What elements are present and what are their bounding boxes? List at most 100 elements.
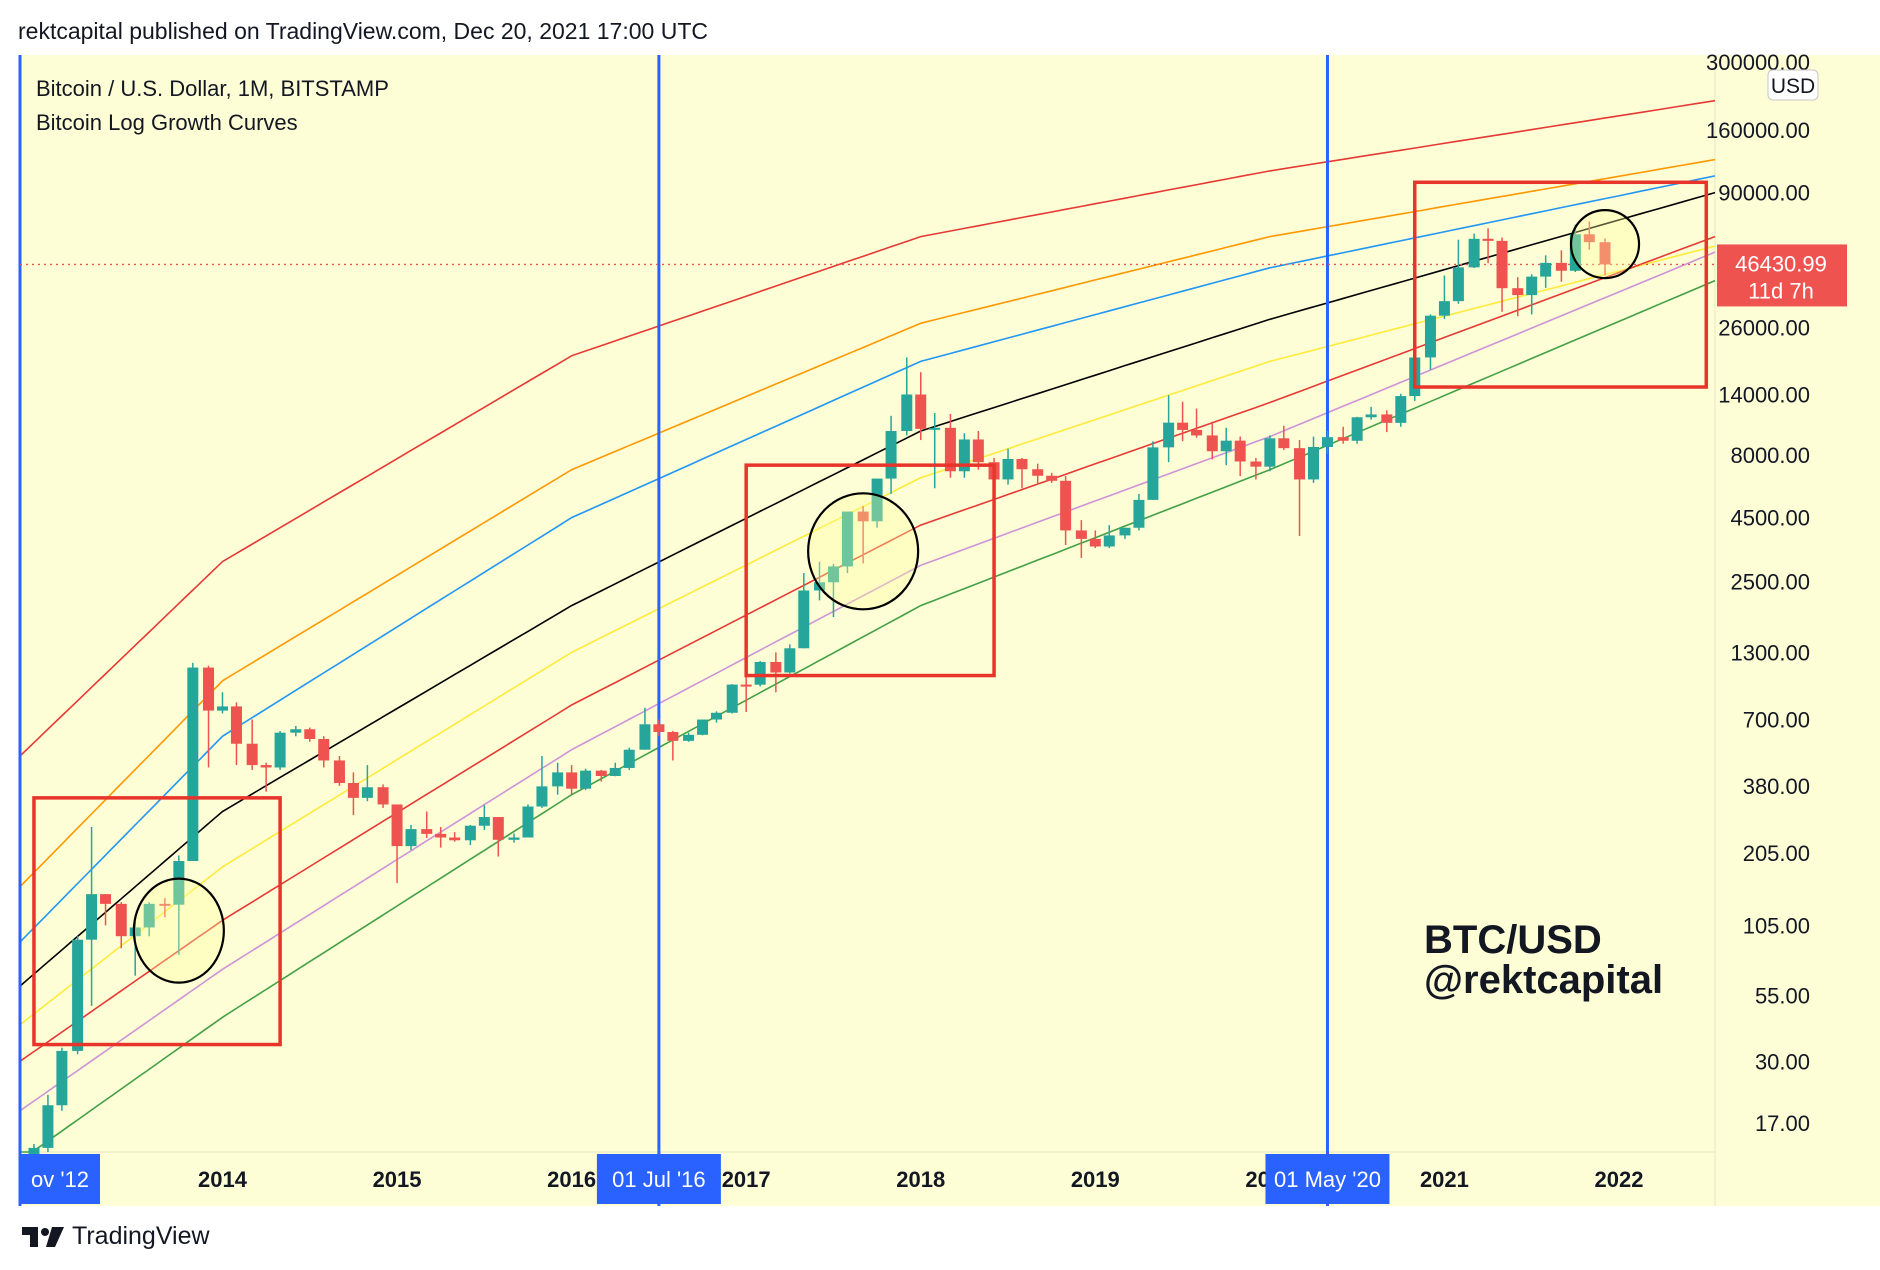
last-price-badge: 46430.99 11d 7h [1717, 244, 1847, 307]
time-marker-label: ov '12 [31, 1167, 89, 1192]
candle-body [1046, 475, 1058, 481]
price-tick-label: 160000.00 [1706, 118, 1810, 143]
candle-body [1264, 438, 1276, 467]
watermark-line1: BTC/USD [1424, 918, 1602, 962]
price-tick-label: 26000.00 [1718, 315, 1810, 340]
highlight-box-1 [32, 796, 282, 1047]
watermark-line2: @rektcapital [1424, 958, 1663, 1002]
currency-label: USD [1771, 75, 1815, 98]
candles [28, 221, 1611, 1181]
price-tick-label: 17.00 [1755, 1111, 1810, 1136]
candle-body [653, 724, 665, 732]
price-tick-label: 2500.00 [1730, 569, 1810, 594]
candle-body [1119, 527, 1131, 536]
candle-body [958, 439, 970, 472]
candle-body [972, 439, 984, 463]
candle-body [1103, 535, 1115, 547]
candle-body [42, 1105, 54, 1148]
candle-body [1337, 437, 1349, 441]
candle-body [1133, 499, 1145, 528]
legend-symbol-line: Bitcoin / U.S. Dollar, 1M, BITSTAMP [36, 76, 389, 101]
candle-body [100, 894, 112, 904]
time-marker-bg [20, 1154, 100, 1204]
candle-body [1147, 447, 1159, 500]
price-tick-label: 55.00 [1755, 984, 1810, 1009]
candle-body [1234, 440, 1246, 462]
candle-body [274, 732, 286, 768]
candle-body [1220, 440, 1232, 452]
candle-body [552, 772, 564, 787]
candle-body [304, 729, 316, 739]
candle-body [566, 772, 578, 789]
tradingview-footer[interactable]: TradingView [22, 1222, 210, 1251]
candle-body [246, 743, 258, 766]
candle-body [1075, 530, 1087, 539]
candle-body [290, 729, 302, 733]
time-tick-label: 2016 [547, 1167, 596, 1192]
candle-body [580, 770, 592, 789]
candle-body [478, 817, 490, 826]
candle-body [827, 566, 839, 583]
candle-body [1424, 315, 1436, 358]
legend-indicator-line: Bitcoin Log Growth Curves [36, 110, 298, 135]
candle-body [1308, 446, 1320, 480]
candle-body [595, 770, 607, 776]
candle-body [770, 661, 782, 673]
candle-body [754, 661, 766, 685]
candle-body [405, 829, 417, 847]
time-tick-label: 2014 [198, 1167, 248, 1192]
candle-body [333, 760, 345, 783]
time-axis-ticks[interactable]: 201420152016201720182019202020212022 [198, 1167, 1643, 1192]
candle-body [857, 511, 869, 522]
candle-body [492, 817, 504, 840]
time-marker-bg [596, 1154, 721, 1204]
candle-body [361, 787, 373, 798]
tradingview-logo-icon [22, 1225, 64, 1249]
highlight-circle-1 [132, 877, 225, 984]
candle-body [871, 478, 883, 522]
candle-body [784, 648, 796, 673]
candle-body [391, 804, 403, 847]
highlight-circles [132, 209, 1641, 984]
publish-header: rektcapital published on TradingView.com… [18, 18, 708, 44]
candle-body [143, 903, 155, 928]
candle-body [639, 724, 651, 750]
candle-body [1569, 234, 1581, 271]
candle-body [944, 427, 956, 472]
candle-body [377, 787, 389, 805]
highlight-box-2 [744, 463, 996, 678]
price-tick-label: 105.00 [1743, 913, 1810, 938]
candle-body [449, 837, 461, 841]
candle-body [609, 767, 621, 776]
highlight-circle-3 [1569, 209, 1641, 280]
candle-body [1526, 276, 1538, 296]
candle-body [1002, 458, 1014, 480]
candle-body [1452, 267, 1464, 302]
candle-body [1089, 538, 1101, 547]
candle-body [1555, 262, 1567, 271]
candle-body [347, 782, 359, 798]
time-tick-label: 2022 [1595, 1167, 1644, 1192]
candle-body [1321, 437, 1333, 447]
candle-body [623, 749, 635, 768]
candle-body [56, 1050, 68, 1106]
price-tick-label: 4500.00 [1730, 506, 1810, 531]
price-tick-label: 90000.00 [1718, 181, 1810, 206]
time-marker-bg [1265, 1154, 1390, 1204]
candle-body [203, 667, 215, 711]
candle-body [1482, 238, 1494, 241]
candle-body [1496, 240, 1508, 289]
time-axis-markers: ov '12 01 Jul '16 01 May '20 [20, 1154, 1390, 1204]
candle-body [683, 734, 695, 741]
candle-body [711, 712, 723, 720]
plot-background [20, 55, 1715, 1152]
currency-badge[interactable]: USD [1767, 69, 1819, 101]
price-axis-ticks[interactable]: 300000.00160000.0090000.0026000.0014000.… [1706, 50, 1810, 1136]
time-tick-label: 2018 [896, 1167, 945, 1192]
candle-body [1016, 458, 1028, 470]
candle-body [1351, 417, 1363, 441]
price-tick-label: 30.00 [1755, 1049, 1810, 1074]
candle-body [1032, 469, 1044, 476]
candle-body [929, 427, 941, 430]
